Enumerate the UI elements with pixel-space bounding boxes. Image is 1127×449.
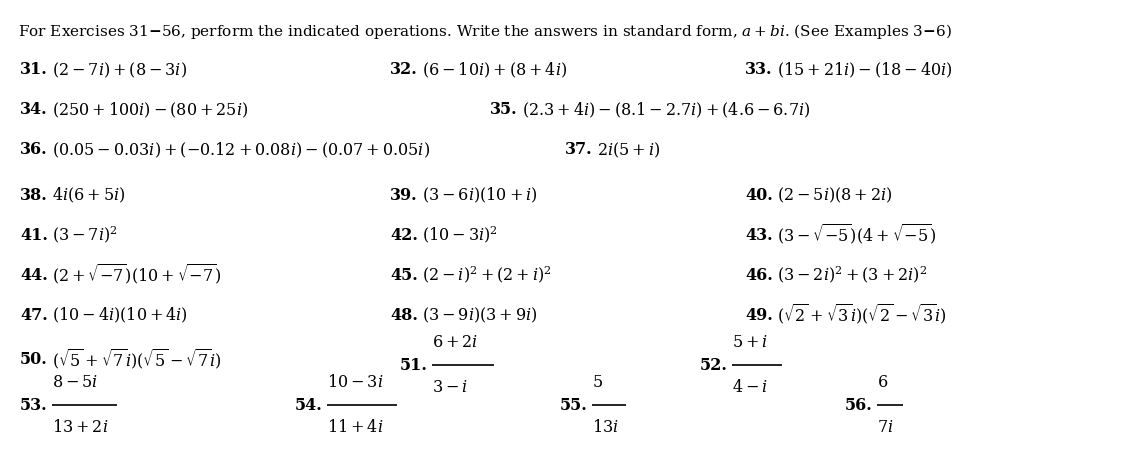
- Text: $2i(5 + i)$: $2i(5 + i)$: [597, 141, 660, 160]
- Text: $(2.3 + 4i) - (8.1 - 2.7i) + (4.6 - 6.7i)$: $(2.3 + 4i) - (8.1 - 2.7i) + (4.6 - 6.7i…: [522, 101, 810, 119]
- Text: 41.: 41.: [20, 226, 47, 243]
- Text: 42.: 42.: [390, 226, 418, 243]
- Text: $(\sqrt{2} + \sqrt{3}i)(\sqrt{2} - \sqrt{3}i)$: $(\sqrt{2} + \sqrt{3}i)(\sqrt{2} - \sqrt…: [777, 303, 947, 327]
- Text: $(15 + 21i) - (18 - 40i)$: $(15 + 21i) - (18 - 40i)$: [777, 60, 952, 79]
- Text: 36.: 36.: [20, 141, 47, 158]
- Text: 33.: 33.: [745, 62, 772, 79]
- Text: 43.: 43.: [745, 226, 773, 243]
- Text: 34.: 34.: [20, 101, 47, 119]
- Text: $(6 - 10i) + (8 + 4i)$: $(6 - 10i) + (8 + 4i)$: [421, 60, 567, 79]
- Text: 32.: 32.: [390, 62, 418, 79]
- Text: 47.: 47.: [20, 307, 47, 323]
- Text: $(2 - 7i) + (8 - 3i)$: $(2 - 7i) + (8 - 3i)$: [52, 60, 187, 79]
- Text: $(3 - 2i)^2 + (3 + 2i)^2$: $(3 - 2i)^2 + (3 + 2i)^2$: [777, 264, 928, 286]
- Text: 53.: 53.: [20, 396, 47, 414]
- Text: $8 - 5i$: $8 - 5i$: [52, 374, 98, 391]
- Text: 56.: 56.: [845, 396, 872, 414]
- Text: $4 - i$: $4 - i$: [733, 379, 767, 396]
- Text: $(10 - 4i)(10 + 4i)$: $(10 - 4i)(10 + 4i)$: [52, 305, 188, 325]
- Text: $10 - 3i$: $10 - 3i$: [327, 374, 383, 391]
- Text: 52.: 52.: [700, 357, 728, 374]
- Text: 39.: 39.: [390, 186, 418, 203]
- Text: 31.: 31.: [20, 62, 47, 79]
- Text: $11 + 4i$: $11 + 4i$: [327, 419, 383, 436]
- Text: $(250 + 100i) - (80 + 25i)$: $(250 + 100i) - (80 + 25i)$: [52, 101, 248, 119]
- Text: 45.: 45.: [390, 267, 418, 283]
- Text: $3 - i$: $3 - i$: [432, 379, 468, 396]
- Text: $5$: $5$: [592, 374, 603, 391]
- Text: 48.: 48.: [390, 307, 418, 323]
- Text: $(3 - 9i)(3 + 9i)$: $(3 - 9i)(3 + 9i)$: [421, 305, 538, 325]
- Text: $4i(6 + 5i)$: $4i(6 + 5i)$: [52, 185, 125, 205]
- Text: 54.: 54.: [295, 396, 322, 414]
- Text: $5 + i$: $5 + i$: [733, 334, 767, 351]
- Text: $(2 - 5i)(8 + 2i)$: $(2 - 5i)(8 + 2i)$: [777, 185, 893, 205]
- Text: $(\sqrt{5} + \sqrt{7}i)(\sqrt{5} - \sqrt{7}i)$: $(\sqrt{5} + \sqrt{7}i)(\sqrt{5} - \sqrt…: [52, 348, 222, 372]
- Text: $(10 - 3i)^2$: $(10 - 3i)^2$: [421, 224, 498, 246]
- Text: $7i$: $7i$: [877, 419, 894, 436]
- Text: $6$: $6$: [877, 374, 888, 391]
- Text: $13i$: $13i$: [592, 419, 619, 436]
- Text: 46.: 46.: [745, 267, 773, 283]
- Text: 50.: 50.: [20, 352, 47, 369]
- Text: $(3 - \sqrt{-5})(4 + \sqrt{-5})$: $(3 - \sqrt{-5})(4 + \sqrt{-5})$: [777, 223, 937, 247]
- Text: $(2 + \sqrt{-7})(10 + \sqrt{-7})$: $(2 + \sqrt{-7})(10 + \sqrt{-7})$: [52, 263, 221, 287]
- Text: For Exercises 31$\mathbf{-}$56, perform the indicated operations. Write the answ: For Exercises 31$\mathbf{-}$56, perform …: [18, 22, 952, 41]
- Text: $(0.05 - 0.03i) + (-0.12 + 0.08i) - (0.07 + 0.05i)$: $(0.05 - 0.03i) + (-0.12 + 0.08i) - (0.0…: [52, 141, 431, 160]
- Text: $(3 - 6i)(10 + i)$: $(3 - 6i)(10 + i)$: [421, 185, 538, 205]
- Text: $(3 - 7i)^2$: $(3 - 7i)^2$: [52, 224, 117, 246]
- Text: 37.: 37.: [565, 141, 593, 158]
- Text: 44.: 44.: [20, 267, 47, 283]
- Text: 35.: 35.: [490, 101, 517, 119]
- Text: 49.: 49.: [745, 307, 773, 323]
- Text: $(2 - i)^2 + (2 + i)^2$: $(2 - i)^2 + (2 + i)^2$: [421, 264, 552, 286]
- Text: $6 + 2i$: $6 + 2i$: [432, 334, 478, 351]
- Text: 51.: 51.: [400, 357, 428, 374]
- Text: 55.: 55.: [560, 396, 588, 414]
- Text: 38.: 38.: [20, 186, 47, 203]
- Text: 40.: 40.: [745, 186, 773, 203]
- Text: $13 + 2i$: $13 + 2i$: [52, 419, 108, 436]
